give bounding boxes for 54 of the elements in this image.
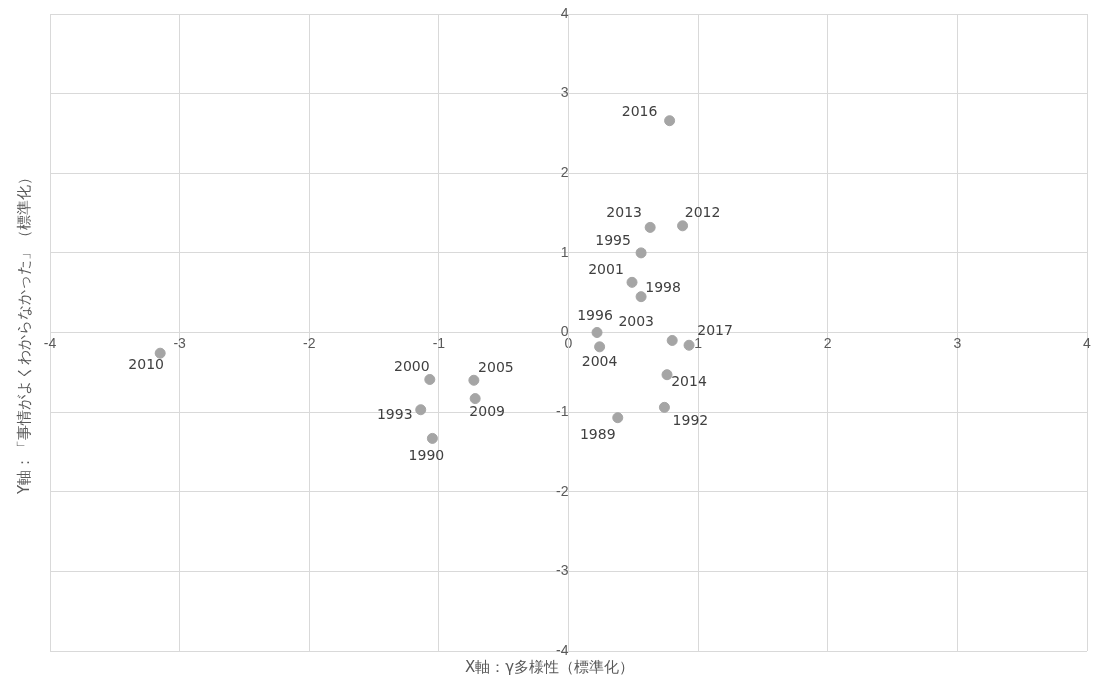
point — [612, 412, 624, 424]
y-tick-label: -1 — [556, 402, 569, 419]
y-tick-label: 3 — [560, 84, 569, 101]
point — [468, 374, 480, 386]
point — [664, 115, 676, 127]
point — [677, 220, 689, 232]
y-tick-label: -2 — [556, 482, 569, 499]
point — [626, 276, 638, 288]
annotation: 1993 — [376, 406, 413, 423]
annotation: 2005 — [478, 358, 514, 375]
annotation: 1992 — [672, 411, 709, 428]
annotation: 1998 — [645, 279, 681, 296]
annotation: 1995 — [595, 231, 631, 248]
x-axis-title: X軸：γ多様性（標準化） — [463, 658, 636, 677]
point — [666, 334, 678, 346]
annotation: 2000 — [393, 358, 430, 375]
point — [644, 221, 656, 233]
x-tick-label: -1 — [432, 334, 446, 351]
annotation: 2012 — [684, 204, 721, 221]
point — [635, 247, 647, 259]
point — [661, 369, 673, 381]
point — [426, 432, 438, 444]
point — [594, 341, 606, 353]
x-tick-label: -2 — [303, 334, 316, 351]
annotation: 2016 — [621, 103, 658, 120]
y-axis-title: Y軸：「事情がよくわからなかった」（標準化） — [14, 169, 34, 495]
point — [635, 291, 647, 303]
x-tick-label: 2 — [823, 334, 832, 351]
point — [591, 327, 603, 338]
y-tick-label: 4 — [560, 4, 569, 21]
y-tick-label: -4 — [556, 641, 569, 658]
point — [415, 404, 427, 416]
point — [683, 339, 695, 351]
point — [154, 347, 166, 359]
annotation: 2001 — [588, 260, 624, 277]
point — [658, 401, 670, 413]
y-tick-label: -3 — [556, 562, 569, 579]
annotation: 2014 — [671, 373, 707, 390]
x-tick-label: 4 — [1083, 334, 1092, 351]
x-tick-label: -4 — [43, 334, 57, 351]
annotation: 1996 — [577, 307, 613, 324]
annotation: 1990 — [408, 447, 445, 464]
annotation: 2004 — [581, 353, 618, 370]
y-tick-label: 1 — [560, 243, 569, 260]
point — [469, 393, 481, 405]
annotation: 1989 — [579, 426, 616, 443]
point — [424, 373, 436, 385]
annotation: 2013 — [606, 204, 642, 221]
annotation: 2010 — [128, 355, 164, 372]
x-tick-label: -3 — [173, 334, 187, 351]
y-tick-label: 2 — [560, 164, 569, 181]
annotation: 2009 — [469, 403, 505, 420]
x-tick-label: 3 — [953, 334, 962, 351]
annotation: 2003 — [618, 313, 655, 330]
